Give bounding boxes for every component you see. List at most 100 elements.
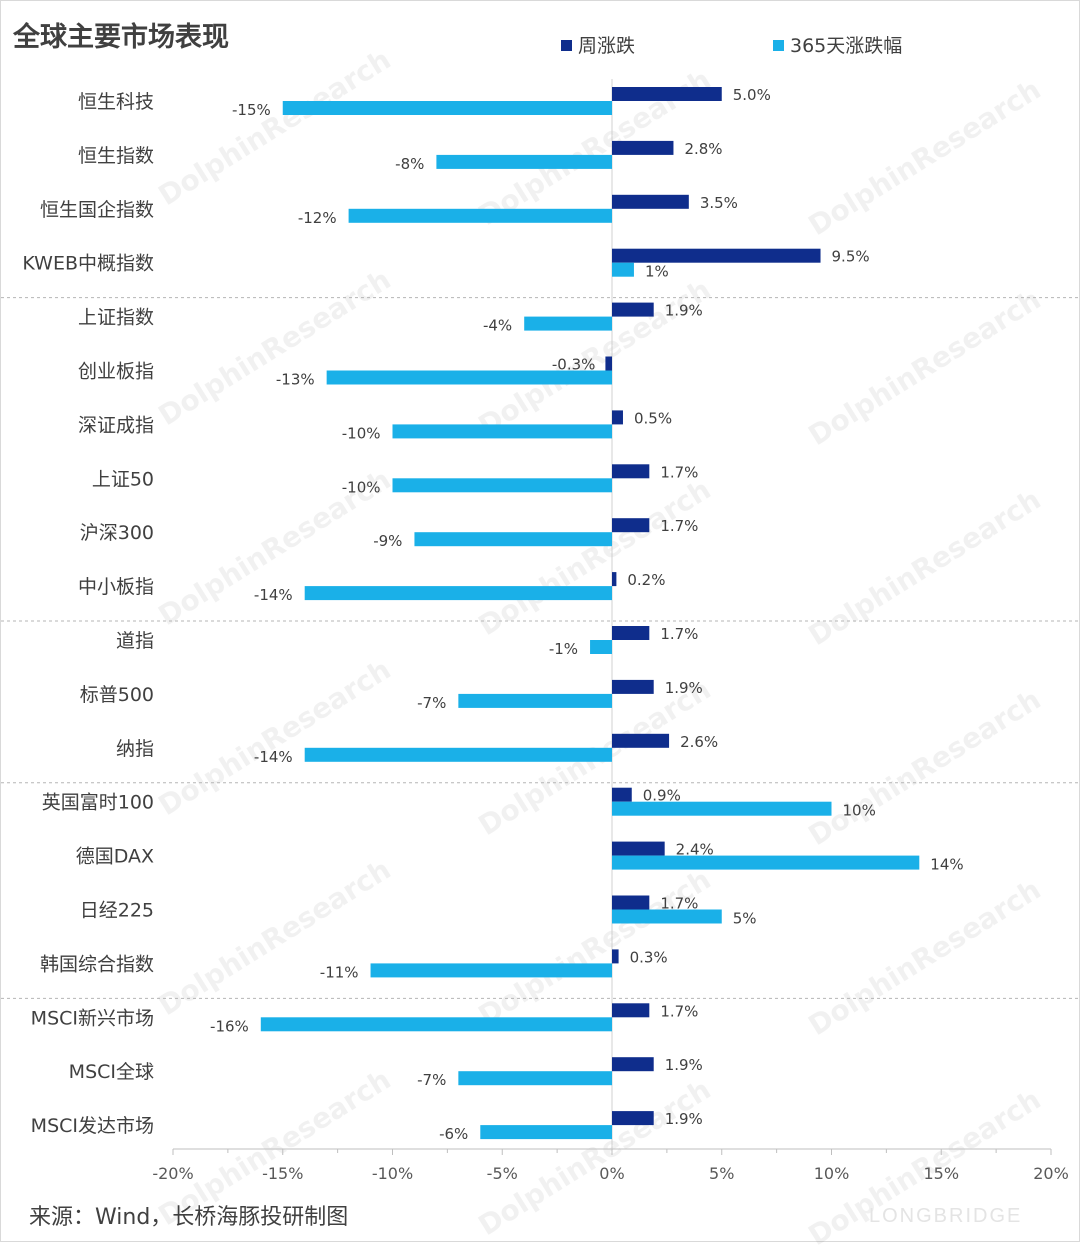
data-label-weekly: 0.5%: [634, 409, 672, 427]
bar-weekly: [612, 1003, 650, 1018]
category-label: 英国富时100: [42, 792, 154, 814]
data-label-weekly: 1.9%: [665, 302, 703, 320]
category-label: MSCI新兴市场: [31, 1007, 154, 1029]
bar-weekly: [612, 87, 722, 101]
legend-item-weekly: 周涨跌: [561, 31, 635, 58]
brand-mark: LONGBRIDGE: [869, 1205, 1023, 1227]
data-label-365d: -7%: [417, 1071, 446, 1089]
bar-365d: [458, 693, 612, 708]
bar-weekly: [612, 949, 619, 964]
bar-365d: [612, 855, 920, 870]
data-label-weekly: 9.5%: [832, 248, 870, 266]
data-label-365d: 14%: [930, 856, 963, 874]
bar-weekly: [605, 356, 612, 371]
legend-label-weekly: 周涨跌: [578, 35, 636, 57]
data-label-weekly: 0.9%: [643, 787, 681, 805]
legend-swatch-365d: [773, 40, 784, 51]
bar-weekly: [612, 626, 650, 640]
data-label-365d: -16%: [210, 1017, 249, 1035]
bar-weekly: [612, 679, 654, 694]
data-label-365d: 1%: [645, 263, 669, 281]
category-label: MSCI发达市场: [31, 1115, 154, 1137]
bar-weekly: [612, 1057, 654, 1072]
bar-365d: [480, 1125, 612, 1140]
category-label: 上证指数: [78, 307, 154, 329]
bar-weekly: [612, 572, 617, 587]
category-label: 道指: [116, 630, 154, 652]
bar-365d: [392, 424, 612, 439]
data-label-weekly: -0.3%: [552, 356, 596, 374]
data-label-365d: 10%: [843, 802, 876, 820]
data-label-weekly: 3.5%: [700, 194, 738, 212]
x-tick-label: -5%: [487, 1164, 518, 1183]
bar-365d: [370, 963, 612, 978]
data-label-weekly: 1.7%: [660, 1002, 698, 1020]
data-label-365d: -10%: [342, 478, 381, 496]
data-label-weekly: 2.4%: [676, 841, 714, 859]
bar-365d: [282, 101, 612, 115]
bar-weekly: [612, 733, 670, 748]
data-label-weekly: 0.3%: [630, 948, 668, 966]
bar-weekly: [612, 787, 632, 802]
category-label: MSCI全球: [69, 1061, 154, 1083]
bar-365d: [304, 747, 612, 762]
data-label-weekly: 1.7%: [660, 895, 698, 913]
data-label-365d: -7%: [417, 694, 446, 712]
bar-weekly: [612, 895, 650, 910]
category-label: 纳指: [116, 738, 154, 760]
bar-365d: [260, 1017, 612, 1032]
bar-weekly: [612, 518, 650, 533]
x-tick-label: 15%: [923, 1164, 959, 1183]
data-label-365d: -11%: [320, 963, 359, 981]
x-tick-label: 10%: [814, 1164, 850, 1183]
data-label-weekly: 2.6%: [680, 733, 718, 751]
bar-365d: [524, 316, 612, 331]
data-label-weekly: 1.9%: [665, 679, 703, 697]
x-tick-label: -10%: [372, 1164, 413, 1183]
bar-weekly: [612, 410, 623, 425]
x-tick-label: 0%: [599, 1164, 624, 1183]
category-label: 深证成指: [78, 414, 154, 436]
x-tick-label: 5%: [709, 1164, 734, 1183]
category-label: 恒生科技: [78, 91, 154, 113]
category-label: 中小板指: [78, 576, 154, 598]
data-label-365d: -14%: [254, 586, 293, 604]
data-label-weekly: 1.7%: [660, 625, 698, 643]
category-label: 创业板指: [78, 361, 154, 383]
bar-weekly: [612, 248, 821, 263]
category-label: 恒生指数: [78, 145, 154, 167]
source-note: 来源：Wind，长桥海豚投研制图: [29, 1205, 349, 1230]
bar-365d: [612, 909, 722, 924]
data-label-weekly: 5.0%: [733, 86, 771, 104]
bar-weekly: [612, 841, 665, 856]
bar-365d: [326, 370, 612, 385]
data-label-365d: -13%: [276, 371, 315, 389]
bar-365d: [392, 478, 612, 493]
bar-365d: [612, 801, 832, 816]
x-tick-label: -15%: [262, 1164, 303, 1183]
category-label: 德国DAX: [76, 846, 154, 868]
category-label: 上证50: [92, 468, 154, 490]
category-label: 日经225: [80, 900, 154, 922]
data-label-365d: -12%: [298, 209, 337, 227]
data-label-365d: -6%: [439, 1125, 468, 1143]
data-label-weekly: 1.9%: [665, 1110, 703, 1128]
data-label-365d: -10%: [342, 424, 381, 442]
data-label-weekly: 0.2%: [627, 571, 665, 589]
bar-weekly: [612, 302, 654, 317]
bar-365d: [304, 586, 612, 601]
data-label-365d: -1%: [549, 640, 578, 658]
data-label-365d: -9%: [373, 532, 402, 550]
category-label: KWEB中概指数: [22, 253, 154, 275]
bar-365d: [436, 154, 612, 169]
legend-swatch-weekly: [561, 40, 572, 51]
bar-weekly: [612, 140, 674, 155]
data-label-365d: -4%: [483, 317, 512, 335]
data-label-weekly: 1.9%: [665, 1056, 703, 1074]
bar-365d: [348, 208, 612, 223]
chart-title: 全球主要市场表现: [13, 22, 229, 53]
bar-365d: [612, 262, 634, 277]
bar-weekly: [612, 1111, 654, 1126]
